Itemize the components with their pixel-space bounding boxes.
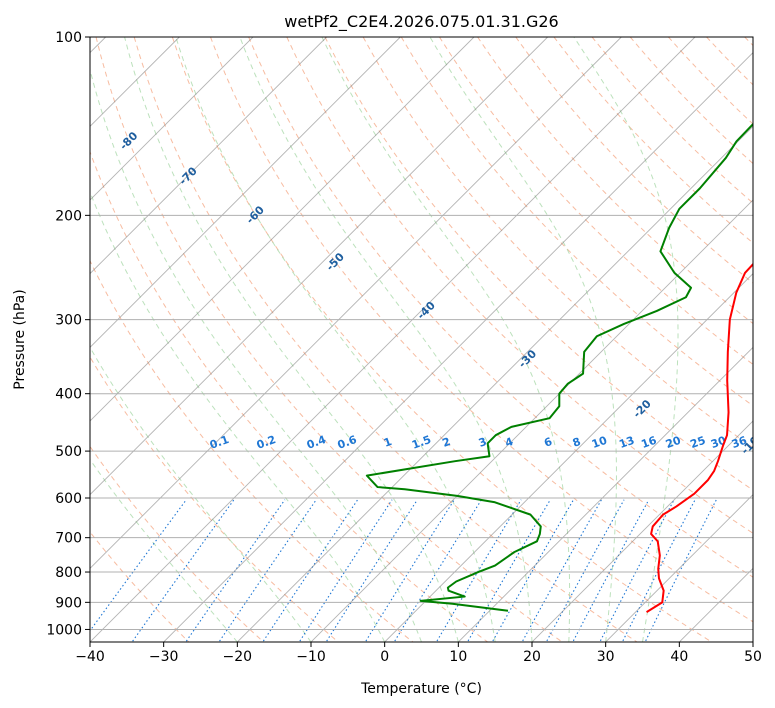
x-axis-ticks: −40 −30 −20 −10 0 10 20 30 40 50 (75, 642, 762, 665)
mixing-ratio-label: 3 (477, 435, 489, 450)
mixing-ratio-label: 6 (542, 435, 554, 450)
temperature-profile-line (646, 262, 753, 613)
plot-frame (89, 36, 754, 643)
mixing-ratio-line (572, 499, 650, 642)
x-tick-label: 20 (523, 649, 541, 665)
y-axis-label: Pressure (hPa) (12, 289, 28, 389)
chart-title: wetPf2_C2E4.2026.075.01.31.G26 (284, 12, 558, 32)
mixing-ratio-label: 13 (617, 434, 636, 451)
x-axis-label: Temperature (°C) (360, 681, 482, 697)
sounding-profiles (365, 122, 753, 613)
moist-adiabat-line (239, 37, 533, 642)
mixing-ratio-label: 0.4 (305, 433, 328, 452)
dry-adiabat-line (400, 37, 753, 407)
x-tick-label: 30 (597, 649, 615, 665)
mixing-ratio-line (131, 499, 235, 642)
mixing-ratio-label: 10 (590, 434, 609, 452)
mixing-ratio-label: 16 (639, 434, 658, 452)
x-tick-label: −10 (296, 649, 326, 665)
mixing-ratio-line (644, 499, 717, 642)
mixing-ratio-line (364, 499, 455, 642)
mixing-ratio-label: 0.6 (336, 433, 359, 452)
x-tick-label: 40 (670, 649, 688, 665)
mixing-ratio-label: 0.1 (208, 433, 231, 452)
isotherm-line (384, 273, 753, 642)
mixing-ratio-line (435, 499, 522, 642)
mixing-ratio-line (393, 499, 482, 642)
mixing-ratio-label: 8 (571, 435, 583, 450)
x-tick-label: −20 (223, 649, 253, 665)
mixing-ratio-label: 25 (688, 434, 707, 451)
y-tick-label: 300 (55, 313, 82, 329)
y-tick-label: 900 (55, 595, 82, 611)
moist-adiabat-line (429, 37, 617, 642)
isotherm-line (90, 37, 475, 422)
x-tick-label: 50 (744, 649, 762, 665)
isotherm-line (90, 37, 327, 275)
mixing-ratio-line (298, 499, 393, 642)
isotherm-line (90, 37, 622, 569)
isotherm-line (605, 494, 753, 642)
mixing-ratio-label: 4 (503, 435, 515, 450)
mixing-ratio-line (599, 499, 675, 642)
mixing-ratio-label: 2 (441, 435, 453, 450)
y-tick-label: 1000 (46, 622, 82, 638)
y-tick-label: 100 (55, 30, 82, 46)
isotherm-line (90, 37, 548, 496)
dry-adiabat-line (286, 37, 753, 534)
moist-adiabat-line (90, 346, 312, 642)
moist-adiabat-line (321, 37, 571, 642)
mixing-ratio-label: 20 (664, 434, 683, 452)
moist-adiabat-line (573, 37, 679, 642)
y-tick-label: 200 (55, 208, 82, 224)
mixing-ratio-label: 0.2 (255, 433, 278, 452)
mixing-ratio-label: 1.5 (410, 433, 433, 452)
y-tick-label: 600 (55, 491, 82, 507)
mixing-ratio-label: 1 (382, 435, 394, 450)
mixing-ratio-line (90, 499, 187, 632)
isotherm-line (163, 52, 753, 642)
x-tick-label: −40 (75, 649, 105, 665)
mixing-ratio-labels: 0.1 0.2 0.4 0.6 1 1.5 2 3 4 6 8 10 13 16 20 25 30 36 (208, 433, 749, 452)
moist-adiabat-line (90, 190, 386, 642)
isotherm-line (90, 37, 696, 642)
mixing-ratio-label: 36 (730, 434, 749, 452)
isotherm-line (310, 199, 753, 642)
dry-adiabat-line (439, 37, 753, 366)
moist-adiabat-line (175, 37, 496, 642)
x-tick-label: −30 (149, 649, 179, 665)
x-tick-label: 0 (380, 649, 389, 665)
isotherm-line (457, 346, 753, 642)
dry-adiabat-line (248, 37, 753, 578)
y-tick-label: 800 (55, 565, 82, 581)
y-tick-label: 400 (55, 387, 82, 403)
dry-adiabat-line (477, 37, 753, 325)
moist-adiabat-line (90, 67, 422, 642)
isotherm-line (90, 37, 254, 201)
y-axis-ticks: 100 200 300 400 500 600 700 800 900 1000 (46, 30, 90, 638)
isotherm-line (236, 125, 753, 642)
mixing-ratio-line (262, 499, 359, 642)
y-tick-label: 700 (55, 531, 82, 547)
isotherm-line (90, 37, 401, 348)
moist-adiabat-line (90, 458, 238, 642)
y-tick-label: 500 (55, 444, 82, 460)
dewpoint-profile-line (365, 122, 753, 612)
x-tick-label: 10 (449, 649, 467, 665)
mixing-ratio-line (621, 499, 696, 642)
isotherm-line (531, 420, 753, 642)
